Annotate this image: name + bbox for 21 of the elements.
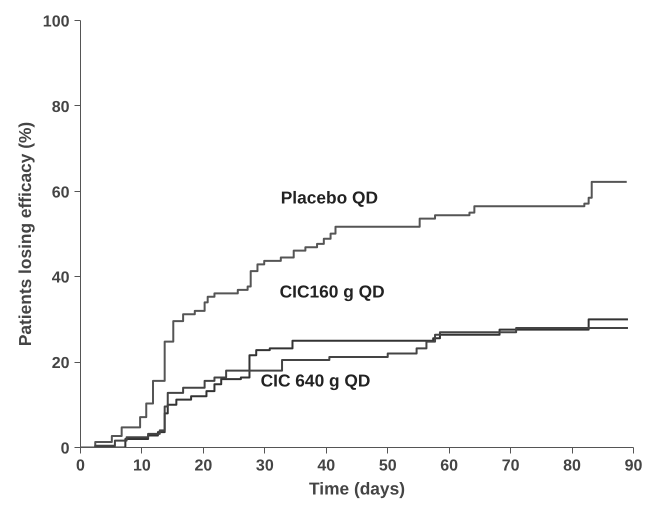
- y-tick-label: 40: [52, 270, 70, 287]
- y-tick-label: 60: [52, 184, 70, 202]
- x-tick-label: 30: [256, 458, 274, 474]
- y-tick-label: 0: [60, 440, 70, 458]
- x-axis-title: Time (days): [309, 478, 405, 498]
- x-tick-label: 40: [317, 458, 336, 474]
- x-tick-label: 90: [624, 458, 642, 474]
- y-tick-label: 20: [52, 355, 70, 372]
- x-tick-label: 0: [76, 458, 86, 474]
- annotation: CIC160 g QD: [280, 282, 385, 302]
- x-tick-label: 70: [502, 458, 520, 474]
- x-tick-label: 80: [563, 458, 582, 474]
- x-tick-label: 50: [378, 458, 397, 474]
- y-tick-label: 80: [52, 98, 70, 116]
- y-tick-label: 100: [42, 14, 70, 30]
- annotation: Placebo QD: [280, 187, 378, 208]
- annotation: CIC 640 g QD: [260, 370, 370, 390]
- x-tick-label: 20: [194, 458, 212, 474]
- y-axis-title: Patients losing efficacy (%): [14, 122, 35, 346]
- x-tick-label: 10: [133, 458, 151, 474]
- x-tick-label: 60: [440, 458, 458, 474]
